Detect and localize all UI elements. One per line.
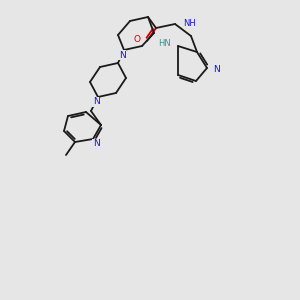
Text: N: N bbox=[93, 140, 99, 148]
Text: N: N bbox=[118, 50, 125, 59]
Text: N: N bbox=[93, 98, 99, 106]
Text: HN: HN bbox=[158, 38, 171, 47]
Text: NH: NH bbox=[183, 19, 196, 28]
Text: O: O bbox=[134, 35, 141, 44]
Text: N: N bbox=[213, 64, 220, 74]
